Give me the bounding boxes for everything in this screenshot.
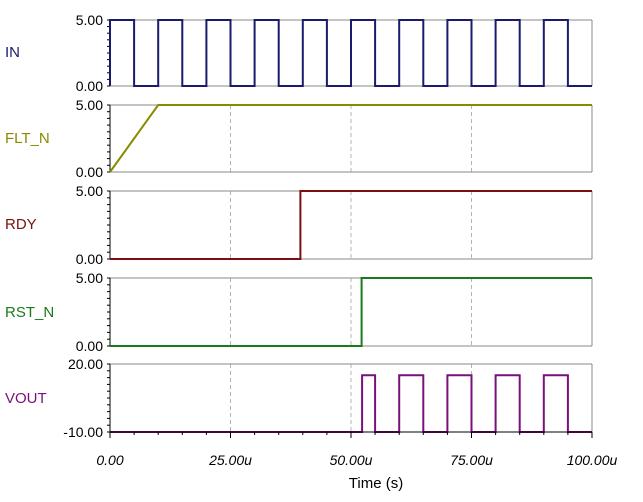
signal-label: RST_N xyxy=(5,304,54,321)
panel-flt-n: 5.00 0.00 FLT_N xyxy=(5,97,593,180)
panel-rdy: 5.00 0.00 RDY xyxy=(5,183,593,267)
x-tick-label: 50.00u xyxy=(330,452,373,468)
x-tick-label: 75.00u xyxy=(450,452,493,468)
trace-rst-n xyxy=(110,277,592,347)
signal-label: VOUT xyxy=(5,390,47,407)
y-tick-label: 5.00 xyxy=(76,270,103,286)
signal-label: FLT_N xyxy=(5,130,50,147)
y-tick-label: 0.00 xyxy=(76,78,103,94)
panel-rst-n: 5.00 0.00 RST_N xyxy=(5,270,593,354)
x-tick-label: 100.00u xyxy=(567,452,618,468)
panels-layer: 5.00 0.00 IN 5.00 0.00 FLT_N 5.00 0.00 RDY 5.00 0.… xyxy=(5,12,593,440)
y-tick-label: 0.00 xyxy=(76,251,103,267)
signal-label: IN xyxy=(5,44,20,61)
panel-vout: 20.00 -10.00 VOUT xyxy=(5,356,593,440)
y-tick-label: 0.00 xyxy=(76,338,103,354)
y-tick-label: 5.00 xyxy=(76,97,103,113)
y-tick-label: -10.00 xyxy=(63,424,103,440)
y-tick-label: 5.00 xyxy=(76,183,103,199)
y-tick-label: 5.00 xyxy=(76,12,103,28)
x-tick-label: 25.00u xyxy=(208,452,252,468)
y-tick-label: 0.00 xyxy=(76,164,103,180)
y-tick-label: 20.00 xyxy=(68,356,103,372)
x-axis: 0.00 25.00u 50.00u 75.00u 100.00u xyxy=(96,431,618,468)
x-tick-label: 0.00 xyxy=(96,452,123,468)
trace-flt-n xyxy=(109,104,592,173)
trace-in xyxy=(109,19,592,87)
trace-vout xyxy=(110,374,592,433)
panel-in: 5.00 0.00 IN xyxy=(5,12,593,94)
trace-rdy xyxy=(110,190,592,260)
x-axis-title: Time (s) xyxy=(349,475,403,492)
signal-label: RDY xyxy=(5,216,37,233)
